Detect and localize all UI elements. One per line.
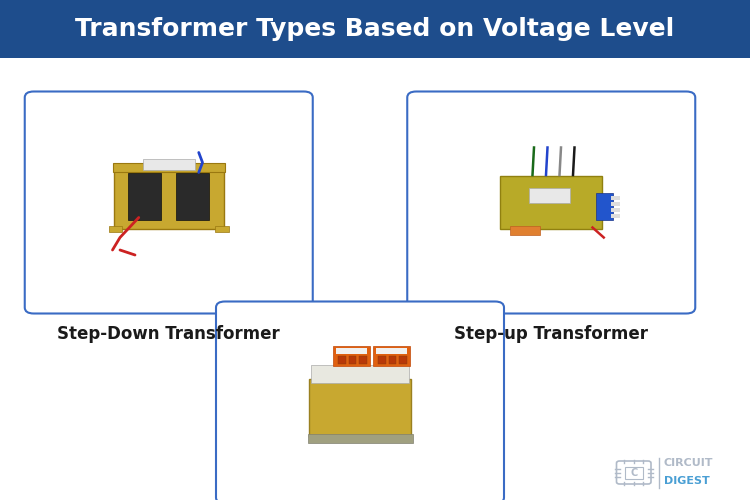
Text: Step-up Transformer: Step-up Transformer [454,325,648,343]
FancyBboxPatch shape [378,356,386,364]
FancyBboxPatch shape [529,188,570,202]
Text: DIGEST: DIGEST [664,476,710,486]
FancyBboxPatch shape [25,92,313,314]
FancyBboxPatch shape [610,208,620,212]
FancyBboxPatch shape [0,0,750,58]
FancyBboxPatch shape [308,434,413,442]
FancyBboxPatch shape [610,214,620,218]
FancyBboxPatch shape [176,172,209,220]
FancyBboxPatch shape [216,302,504,500]
FancyBboxPatch shape [112,162,225,172]
FancyBboxPatch shape [610,196,620,200]
FancyBboxPatch shape [333,346,370,366]
FancyBboxPatch shape [338,356,346,364]
FancyBboxPatch shape [510,226,540,235]
FancyBboxPatch shape [388,356,396,364]
Text: C: C [630,468,638,477]
FancyBboxPatch shape [596,192,613,220]
FancyBboxPatch shape [373,346,410,366]
FancyBboxPatch shape [610,202,620,205]
FancyBboxPatch shape [309,378,411,436]
FancyBboxPatch shape [399,356,406,364]
FancyBboxPatch shape [376,348,407,354]
FancyBboxPatch shape [114,166,224,229]
FancyBboxPatch shape [407,92,695,314]
FancyBboxPatch shape [349,356,356,364]
FancyBboxPatch shape [109,226,122,232]
FancyBboxPatch shape [142,158,195,170]
FancyBboxPatch shape [311,365,409,382]
FancyBboxPatch shape [359,356,367,364]
FancyBboxPatch shape [500,176,602,229]
Text: Step-Down Transformer: Step-Down Transformer [57,325,280,343]
FancyBboxPatch shape [215,226,229,232]
FancyBboxPatch shape [336,348,368,354]
Text: CIRCUIT: CIRCUIT [664,458,713,468]
Text: Transformer Types Based on Voltage Level: Transformer Types Based on Voltage Level [75,16,675,41]
FancyBboxPatch shape [128,172,161,220]
